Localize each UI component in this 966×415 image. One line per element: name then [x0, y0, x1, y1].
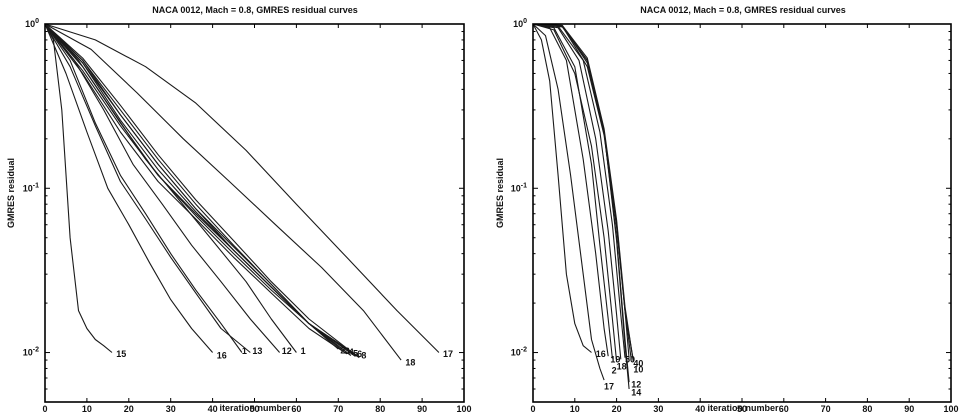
right-x-tick-label: 40: [695, 404, 705, 414]
left-x-tick-label: 40: [208, 404, 218, 414]
right-y-tick-label: 100: [513, 18, 527, 29]
right-curve-label: 40: [633, 358, 643, 368]
left-chart-title: NACA 0012, Mach = 0.8, GMRES residual cu…: [152, 5, 358, 15]
right-curve-label: 16: [596, 349, 606, 359]
left-series-line-16: [44, 23, 214, 353]
left-x-tick-label: 20: [124, 404, 134, 414]
left-series-line-13: [44, 23, 251, 353]
right-x-tick-label: 80: [862, 404, 872, 414]
left-series-line-15: [44, 23, 113, 353]
right-x-tick-label: 60: [779, 404, 789, 414]
left-chart-panel: NACA 0012, Mach = 0.8, GMRES residual cu…: [6, 5, 472, 414]
left-x-tick-label: 90: [417, 404, 427, 414]
left-series-line-5: [44, 23, 352, 356]
left-x-axis-label: iteration number: [219, 403, 291, 413]
right-x-tick-label: 100: [943, 404, 958, 414]
right-x-tick-label: 10: [570, 404, 580, 414]
left-ticks: 0 10 20 30 40 50 60 70 80 90 100 100 10-1 10-2: [23, 18, 472, 414]
right-curve-label: 19: [610, 354, 620, 364]
left-curve-label: 18: [405, 357, 415, 367]
left-x-tick-label: 0: [42, 404, 47, 414]
right-x-tick-label: 70: [821, 404, 831, 414]
left-curve-label: 2: [340, 345, 345, 355]
left-curve-label: 4: [349, 347, 354, 357]
left-curve-label: 3: [345, 346, 350, 356]
left-x-tick-label: 70: [333, 404, 343, 414]
left-curve-label: 16: [217, 350, 227, 360]
left-curve-label: 1: [301, 346, 306, 356]
right-x-tick-label: 0: [530, 404, 535, 414]
left-series-line-8: [44, 23, 360, 358]
right-x-tick-label: 20: [612, 404, 622, 414]
right-y-tick-label: 10-1: [511, 182, 527, 193]
right-series-line-16: [532, 23, 592, 353]
left-series-line-6: [44, 23, 356, 357]
right-series-group: [532, 23, 634, 390]
right-series-line-14: [532, 23, 630, 390]
left-x-tick-label: 100: [456, 404, 471, 414]
right-series-line-2: [532, 23, 630, 359]
left-curve-label: 17: [443, 349, 453, 359]
right-series-line-10: [532, 23, 634, 362]
left-curve-label: 5: [353, 348, 358, 358]
left-series-line-17: [44, 23, 440, 353]
left-curve-label: 1: [242, 346, 247, 356]
left-series-line-10: [44, 23, 360, 359]
right-series-line-7: [532, 23, 613, 359]
right-curve-label: 10: [633, 364, 643, 374]
left-series-line-18: [44, 23, 402, 361]
right-curve-label: 14: [631, 388, 641, 398]
right-x-axis-label: iteration number: [707, 403, 779, 413]
left-series-line-1: [44, 23, 243, 353]
right-y-axis-label: GMRES residual: [495, 158, 505, 228]
left-y-axis-label: GMRES residual: [6, 158, 16, 228]
left-x-tick-label: 80: [375, 404, 385, 414]
right-series-line-17: [532, 23, 605, 381]
left-series-line-9: [44, 23, 356, 356]
left-series-line-12: [44, 23, 281, 353]
left-series-group: [44, 23, 440, 361]
right-x-tick-label: 30: [653, 404, 663, 414]
left-y-tick-label: 10-1: [23, 182, 39, 193]
left-curve-label: 15: [116, 349, 126, 359]
right-chart-title: NACA 0012, Mach = 0.8, GMRES residual cu…: [640, 5, 846, 15]
right-chart-panel: NACA 0012, Mach = 0.8, GMRES residual cu…: [495, 5, 959, 414]
right-series-line-19: [532, 23, 609, 357]
left-x-tick-label: 30: [166, 404, 176, 414]
left-series-line-3: [44, 23, 343, 352]
left-curve-label: 6: [357, 349, 362, 359]
right-curve-label: 18: [617, 362, 627, 372]
right-x-tick-label: 50: [737, 404, 747, 414]
left-plot-frame: [44, 23, 465, 403]
left-x-tick-label: 60: [291, 404, 301, 414]
left-x-tick-label: 50: [249, 404, 259, 414]
left-y-tick-label: 100: [25, 18, 39, 29]
left-curve-label: 13: [252, 346, 262, 356]
right-curve-label: 17: [604, 382, 614, 392]
left-curve-label: 12: [282, 346, 292, 356]
right-series-line-15: [532, 23, 618, 362]
right-y-tick-label: 10-2: [511, 347, 527, 358]
left-x-tick-label: 10: [82, 404, 92, 414]
right-series-line-8: [532, 23, 622, 360]
right-x-tick-label: 90: [904, 404, 914, 414]
left-y-tick-label: 10-2: [23, 347, 39, 358]
right-plot-frame: [532, 23, 952, 403]
right-curve-label: 2: [612, 365, 617, 375]
right-curve-label: 12: [631, 379, 641, 389]
left-curve-label: 8: [361, 350, 366, 360]
right-curve-label: 50: [625, 354, 635, 364]
